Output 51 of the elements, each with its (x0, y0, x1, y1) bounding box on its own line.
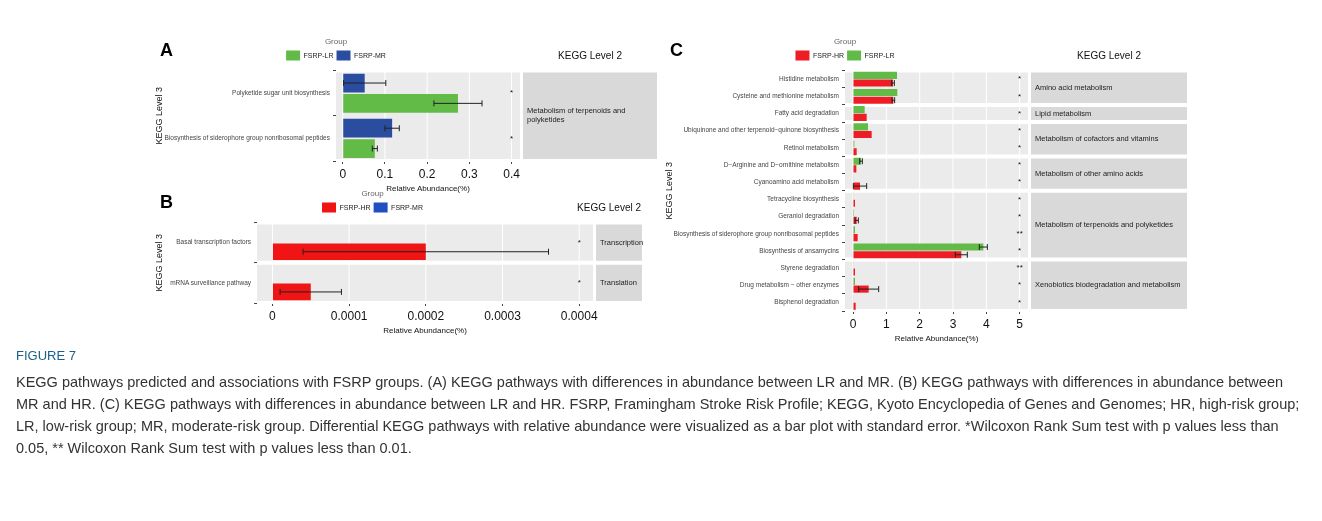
x-axis-title: Relative Abundance(%) (383, 326, 468, 336)
text: KEGG Level 2 (558, 50, 623, 62)
x-axis-title: Relative Abundance(%) (894, 334, 979, 344)
annotation: ** (1016, 263, 1023, 273)
annotation: * (1018, 91, 1022, 101)
x-tick-label: 5 (1016, 316, 1024, 331)
annotation: * (577, 237, 581, 247)
annotation: * (1018, 297, 1022, 307)
annotation: * (1018, 108, 1022, 118)
annotation: * (1018, 280, 1022, 290)
x-tick-label: 0 (339, 166, 347, 181)
annotation: ** (1016, 228, 1023, 238)
x-tick-label: 0.0004 (560, 308, 598, 323)
y-axis-title: KEGG Level 3 (153, 87, 164, 145)
x-tick-label: 0.0002 (407, 308, 445, 323)
text: KEGG Level 2 (577, 202, 642, 214)
x-tick-label: 0.3 (461, 166, 479, 181)
y-axis-title: KEGG Level 3 (663, 162, 674, 220)
y-axis-title: KEGG Level 3 (153, 234, 164, 292)
text: C (670, 40, 683, 61)
legend-title: Group (324, 37, 348, 47)
legend-title: Group (833, 37, 857, 47)
annotation: * (1018, 125, 1022, 135)
text: FIGURE 7 (16, 348, 77, 363)
x-tick-label: 0.4 (503, 166, 521, 181)
annotation: * (510, 88, 514, 98)
text: KEGG Level 2 (1077, 50, 1142, 62)
x-tick-label: 4 (982, 316, 990, 331)
x-tick-label: 2 (916, 316, 924, 331)
annotation: * (1018, 74, 1022, 84)
x-tick-label: 0 (269, 308, 277, 323)
annotation: * (577, 278, 581, 288)
x-tick-label: 0.2 (418, 166, 436, 181)
x-tick-label: 1 (882, 316, 890, 331)
annotation: * (1018, 160, 1022, 170)
x-axis-title: Relative Abundance(%) (386, 184, 471, 194)
x-tick-label: 0 (849, 316, 857, 331)
x-tick-label: 3 (949, 316, 957, 331)
annotation: * (1018, 246, 1022, 256)
annotation: * (1018, 143, 1022, 153)
text: A (160, 40, 173, 61)
chart-title: B (160, 192, 173, 213)
x-tick-label: 0.1 (376, 166, 394, 181)
text: KEGG pathways predicted and associations with FSRP groups. (A) KEGG pathways with differences in abundance between LR and MR. (B) KEGG pathways with differences in abundance between MR and HR. (C) KEGG pathways with differences in abundance between LR and HR. FSRP, Framingham Stroke Risk Profile; KEGG, Kyoto Encyclopedia of Genes and Genomes; HR, high-risk group; LR, low-risk group; MR, moderate-risk group. Differential KEGG pathways with relative abundance were visualized as a bar plot with standard error. *Wilcoxon Rank Sum test with p values less than 0.05, ** Wilcoxon Rank Sum test with p values less than 0.01. (16, 373, 1301, 458)
legend-title: Group (361, 189, 385, 199)
annotation: * (1018, 211, 1022, 221)
x-tick-label: 0.0001 (330, 308, 368, 323)
x-tick-label: 0.0003 (484, 308, 522, 323)
annotation: * (510, 133, 514, 143)
annotation: * (1018, 194, 1022, 204)
annotation: * (1018, 177, 1022, 187)
